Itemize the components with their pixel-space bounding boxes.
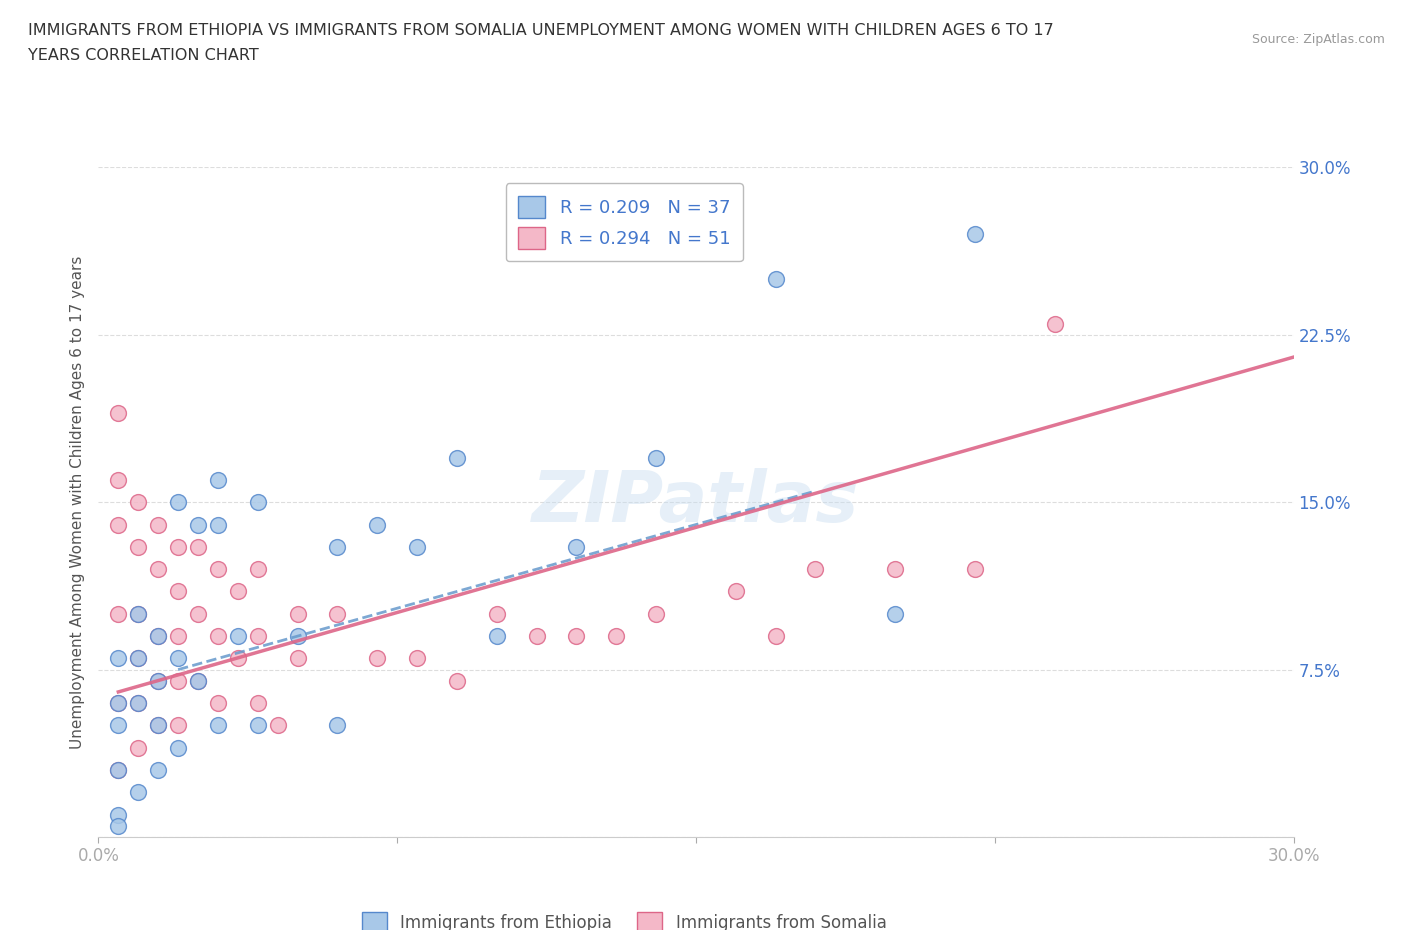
Point: [167, 629, 190, 644]
Point: [107, 763, 129, 777]
Point: [963, 562, 986, 577]
Point: [148, 629, 170, 644]
Legend: Immigrants from Ethiopia, Immigrants from Somalia: Immigrants from Ethiopia, Immigrants fro…: [356, 906, 893, 930]
Point: [187, 673, 209, 688]
Point: [485, 629, 508, 644]
Point: [107, 606, 129, 621]
Point: [127, 696, 149, 711]
Point: [107, 818, 129, 833]
Point: [366, 517, 388, 532]
Point: [326, 606, 349, 621]
Point: [127, 539, 149, 554]
Point: [148, 629, 170, 644]
Point: [107, 472, 129, 487]
Point: [366, 651, 388, 666]
Point: [187, 606, 209, 621]
Point: [207, 718, 229, 733]
Point: [148, 763, 170, 777]
Y-axis label: Unemployment Among Women with Children Ages 6 to 17 years: Unemployment Among Women with Children A…: [69, 256, 84, 749]
Point: [226, 651, 249, 666]
Point: [167, 584, 190, 599]
Point: [485, 606, 508, 621]
Point: [645, 606, 668, 621]
Point: [326, 539, 349, 554]
Point: [963, 227, 986, 242]
Point: [207, 696, 229, 711]
Point: [226, 629, 249, 644]
Point: [246, 696, 269, 711]
Point: [724, 584, 747, 599]
Point: [148, 718, 170, 733]
Text: IMMIGRANTS FROM ETHIOPIA VS IMMIGRANTS FROM SOMALIA UNEMPLOYMENT AMONG WOMEN WIT: IMMIGRANTS FROM ETHIOPIA VS IMMIGRANTS F…: [28, 23, 1054, 38]
Point: [884, 606, 907, 621]
Point: [207, 629, 229, 644]
Point: [167, 673, 190, 688]
Point: [148, 718, 170, 733]
Point: [207, 562, 229, 577]
Point: [127, 651, 149, 666]
Point: [267, 718, 290, 733]
Point: [446, 673, 468, 688]
Point: [765, 272, 787, 286]
Point: [406, 539, 429, 554]
Point: [167, 539, 190, 554]
Point: [187, 539, 209, 554]
Point: [107, 763, 129, 777]
Point: [127, 785, 149, 800]
Point: [148, 562, 170, 577]
Point: [107, 696, 129, 711]
Point: [148, 673, 170, 688]
Point: [207, 517, 229, 532]
Point: [406, 651, 429, 666]
Point: [107, 517, 129, 532]
Point: [167, 651, 190, 666]
Point: [645, 450, 668, 465]
Text: ZIPatlas: ZIPatlas: [533, 468, 859, 537]
Point: [246, 562, 269, 577]
Point: [127, 651, 149, 666]
Point: [107, 807, 129, 822]
Text: Source: ZipAtlas.com: Source: ZipAtlas.com: [1251, 33, 1385, 46]
Point: [167, 495, 190, 510]
Point: [167, 718, 190, 733]
Point: [226, 584, 249, 599]
Point: [326, 718, 349, 733]
Point: [107, 651, 129, 666]
Point: [565, 539, 588, 554]
Point: [765, 629, 787, 644]
Point: [127, 495, 149, 510]
Point: [107, 696, 129, 711]
Point: [287, 651, 309, 666]
Point: [127, 740, 149, 755]
Point: [526, 629, 548, 644]
Point: [884, 562, 907, 577]
Point: [167, 740, 190, 755]
Point: [187, 517, 209, 532]
Point: [287, 606, 309, 621]
Point: [187, 673, 209, 688]
Point: [207, 472, 229, 487]
Point: [605, 629, 627, 644]
Text: YEARS CORRELATION CHART: YEARS CORRELATION CHART: [28, 48, 259, 63]
Point: [246, 718, 269, 733]
Point: [148, 673, 170, 688]
Point: [287, 629, 309, 644]
Point: [1043, 316, 1066, 331]
Point: [446, 450, 468, 465]
Point: [148, 517, 170, 532]
Point: [127, 696, 149, 711]
Point: [804, 562, 827, 577]
Point: [127, 606, 149, 621]
Point: [246, 629, 269, 644]
Point: [107, 718, 129, 733]
Point: [246, 495, 269, 510]
Point: [565, 629, 588, 644]
Point: [107, 405, 129, 420]
Point: [127, 606, 149, 621]
